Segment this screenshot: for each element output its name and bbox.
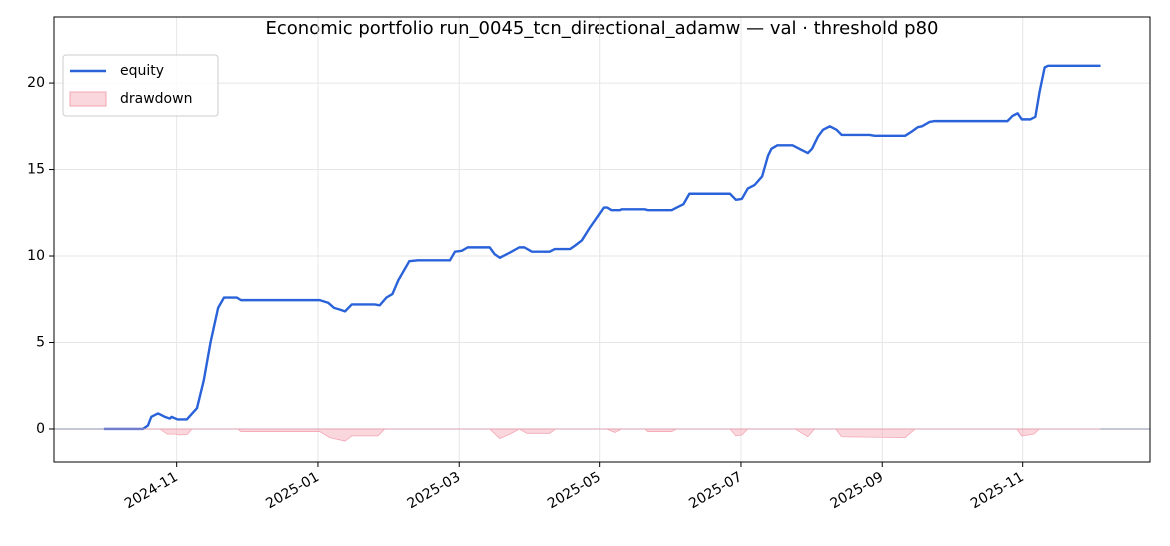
- y-tick-label: 20: [27, 75, 45, 91]
- drawdown-area: [103, 428, 1101, 442]
- y-tick-label: 5: [36, 334, 45, 350]
- x-tick-label: 2025-11: [968, 469, 1027, 512]
- legend-swatch: [69, 91, 107, 107]
- x-tick-label: 2025-05: [545, 469, 604, 512]
- x-tick-label: 2025-01: [263, 469, 322, 512]
- x-tick-label: 2025-07: [686, 469, 745, 512]
- equity-line: [103, 64, 1101, 431]
- legend-label: drawdown: [120, 91, 192, 107]
- y-tick-label: 15: [27, 162, 45, 178]
- legend: equity drawdown: [62, 54, 219, 117]
- y-tick-label: 0: [36, 421, 45, 437]
- x-tick-label: 2025-03: [405, 469, 464, 512]
- chart-title: Economic portfolio run_0045_tcn_directio…: [266, 18, 939, 39]
- x-tick-label: 2024-11: [122, 469, 181, 512]
- legend-label: equity: [120, 63, 164, 79]
- plot-frame: [53, 16, 1151, 463]
- y-tick-label: 10: [27, 248, 45, 264]
- x-tick-label: 2025-09: [828, 469, 887, 512]
